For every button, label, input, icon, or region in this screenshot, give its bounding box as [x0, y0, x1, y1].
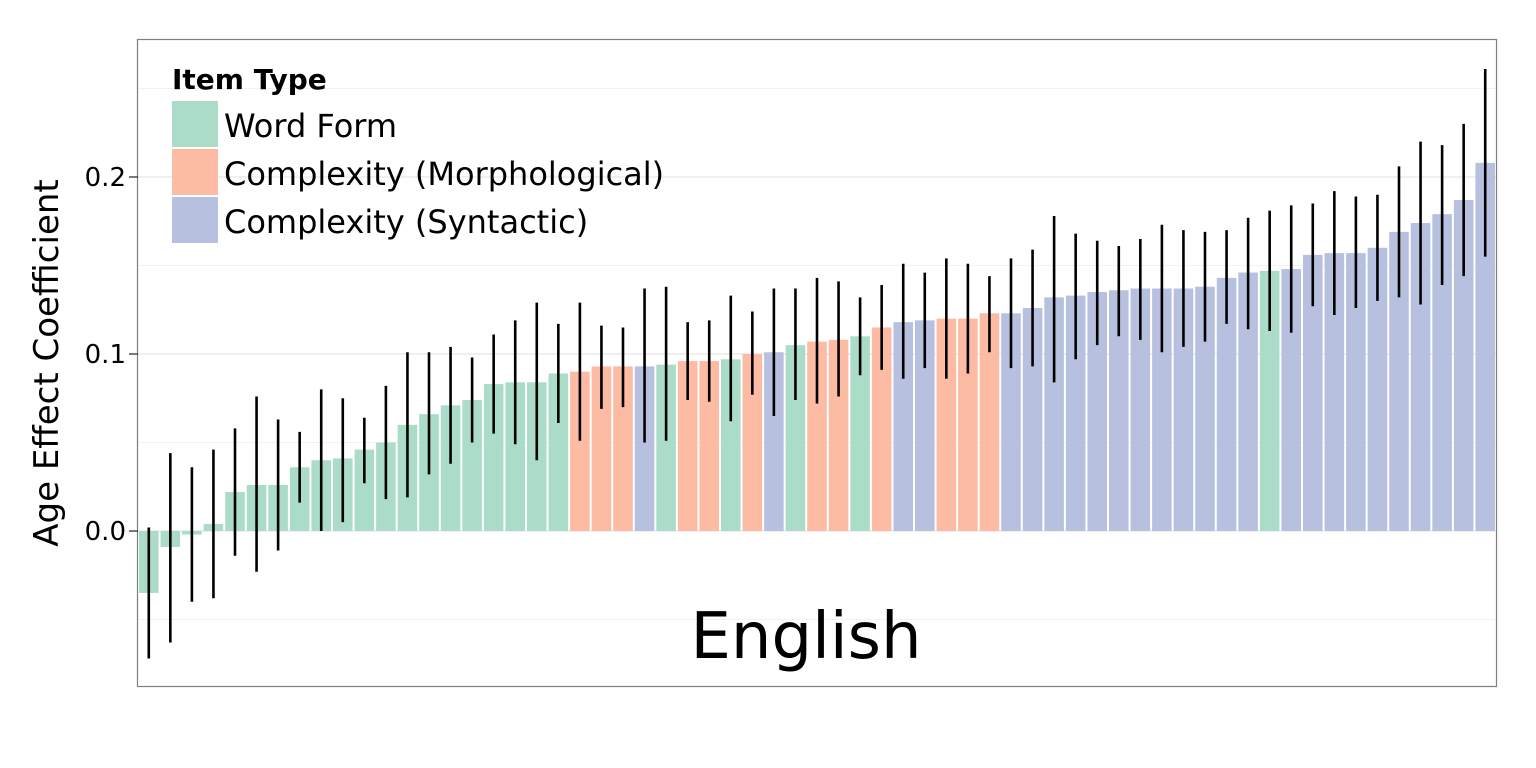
panel-border — [136, 38, 1498, 688]
bars — [139, 162, 1495, 593]
bar-morphological — [871, 327, 892, 531]
bar-syntactic — [1216, 277, 1237, 531]
legend: Item Type Word Form Complexity (Morpholog… — [172, 63, 664, 243]
bar-morphological — [979, 313, 1000, 531]
bar-syntactic — [1346, 253, 1366, 532]
bar-syntactic — [1281, 269, 1301, 531]
bar-syntactic — [1475, 162, 1495, 531]
bar-syntactic — [1173, 288, 1194, 531]
bar-syntactic — [1022, 307, 1043, 531]
bar-syntactic — [1410, 223, 1431, 531]
bar-syntactic — [1065, 295, 1086, 531]
bar-syntactic — [1303, 254, 1323, 531]
bar-syntactic — [634, 366, 655, 531]
bar-morphological — [570, 371, 590, 531]
bar-syntactic — [1087, 292, 1107, 531]
bar-syntactic — [1195, 286, 1215, 531]
bar-morphological — [742, 354, 763, 531]
bar-syntactic — [1044, 297, 1064, 531]
bar-word-form — [462, 400, 482, 531]
bar-syntactic — [1367, 247, 1388, 532]
legend-title: Item Type — [172, 63, 327, 96]
legend-swatch-word-form — [172, 101, 218, 147]
bar-syntactic — [1109, 290, 1129, 531]
bar-morphological — [936, 318, 957, 531]
legend-label-word-form: Word Form — [224, 107, 397, 145]
bar-word-form — [850, 336, 870, 531]
bar-syntactic — [1432, 214, 1452, 532]
y-tick-label: 0.2 — [85, 163, 126, 193]
legend-entries: Word Form Complexity (Morphological) Compl… — [172, 101, 664, 243]
bar-word-form — [354, 449, 375, 531]
bar-morphological — [807, 341, 827, 531]
y-tick-label: 0.0 — [85, 517, 126, 547]
y-axis-title: Age Effect Coefficient — [27, 179, 67, 547]
bar-syntactic — [1389, 231, 1409, 531]
bar-syntactic — [1001, 313, 1021, 531]
bar-morphological — [613, 366, 633, 531]
error-bars — [147, 69, 1487, 659]
bar-syntactic — [915, 320, 935, 531]
legend-swatch-syntactic — [172, 197, 218, 243]
legend-swatch-morphological — [172, 149, 218, 195]
legend-label-syntactic: Complexity (Syntactic) — [224, 203, 588, 241]
bar-word-form — [505, 382, 525, 531]
bar-word-form — [440, 405, 461, 531]
bar-syntactic — [893, 322, 913, 531]
bar-word-form — [721, 359, 741, 531]
bar-word-form — [1259, 270, 1280, 531]
bar-syntactic — [1324, 253, 1345, 532]
panel-label: English — [690, 600, 921, 674]
bar-syntactic — [1238, 272, 1258, 531]
bar-word-form — [656, 364, 676, 531]
y-axis-ticks: 0.0 0.1 0.2 — [85, 163, 138, 547]
legend-label-morphological: Complexity (Morphological) — [224, 155, 664, 193]
bar-syntactic — [764, 352, 784, 531]
bar-morphological — [591, 366, 612, 531]
bar-morphological — [699, 361, 719, 531]
bar-morphological — [828, 339, 849, 531]
y-tick-label: 0.1 — [85, 340, 126, 370]
bar-morphological — [677, 361, 698, 531]
bar-morphological — [958, 318, 978, 531]
bar-syntactic — [1453, 200, 1474, 531]
bar-word-form — [548, 373, 569, 531]
bar-syntactic — [1130, 288, 1151, 531]
bar-syntactic — [1152, 288, 1172, 531]
bar-word-form — [785, 345, 806, 531]
bar-word-form — [483, 384, 504, 531]
